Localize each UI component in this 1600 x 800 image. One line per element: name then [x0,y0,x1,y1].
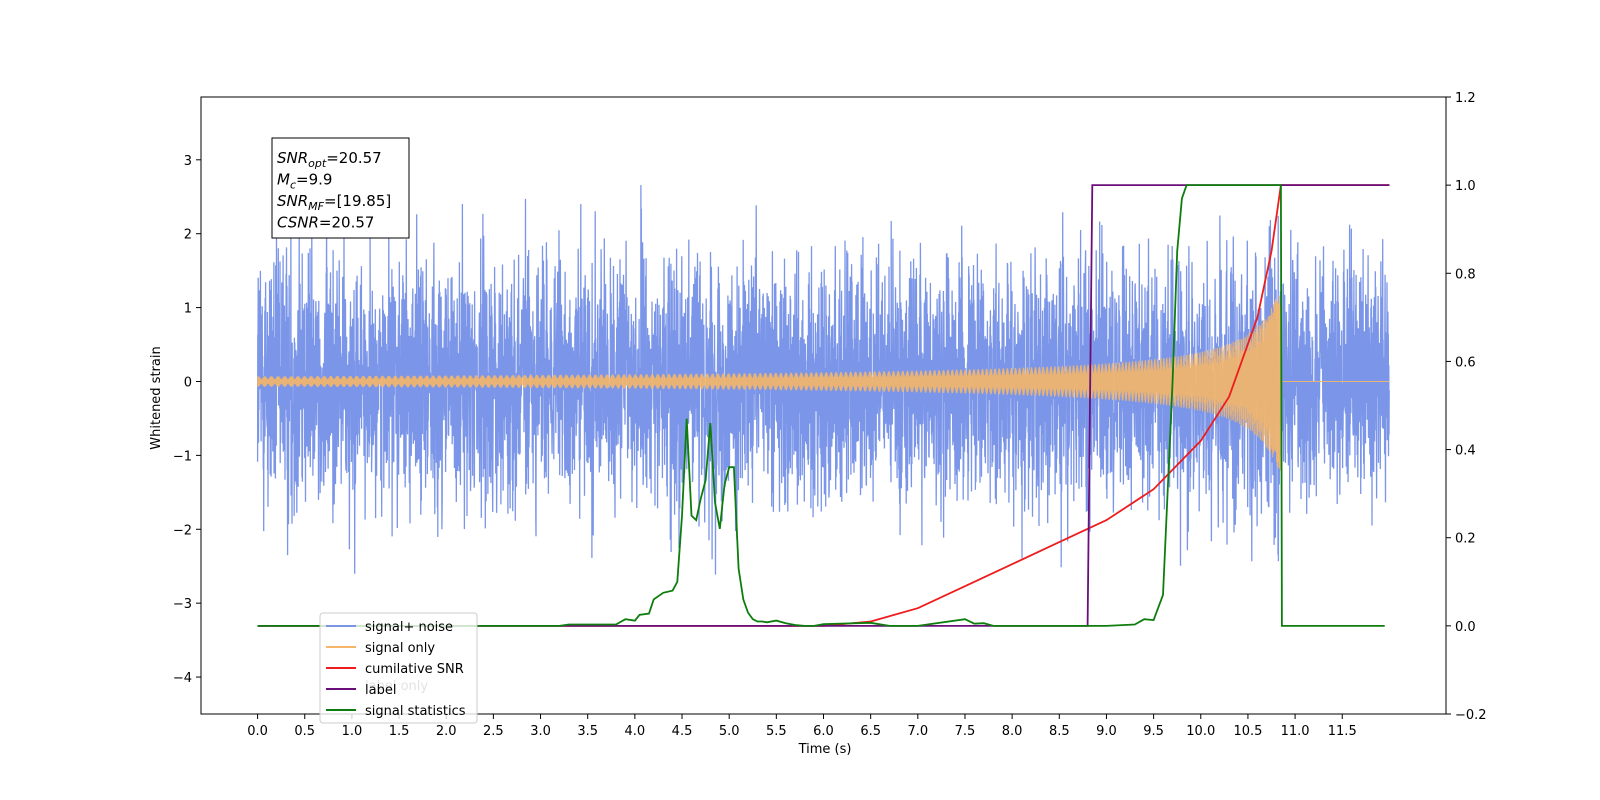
x-tick-label: 6.5 [860,724,881,739]
y2-tick-label: 0.8 [1455,267,1476,282]
plot-area [256,184,1391,627]
x-tick-label: 8.5 [1049,724,1070,739]
x-tick-label: 5.0 [719,724,740,739]
x-tick-label: 0.5 [294,724,315,739]
x-tick-label: 4.0 [625,724,646,739]
legend-entry: signal+ noise [365,620,453,635]
x-tick-label: 5.5 [766,724,787,739]
x-tick-label: 6.0 [813,724,834,739]
x-tick-label: 2.0 [436,724,457,739]
y2-tick-label: 1.0 [1455,179,1476,194]
x-axis: 0.0 0.5 1.0 1.5 2.0 2.5 3.0 3.5 4.0 4.5 5.0 5.5 6.0 6… [247,714,1357,739]
legend-frame [319,612,478,724]
series-signal-statistics [257,184,1385,627]
x-tick-label: 7.5 [955,724,976,739]
y-axis-left: −4 −3 −2 −1 0 1 2 3 [173,154,201,686]
x-tick-label: 11.5 [1328,724,1357,739]
y-tick-label: −2 [173,523,192,538]
y2-tick-label: 0.4 [1455,444,1476,459]
x-tick-label: 4.5 [672,724,693,739]
stats-box: SNRopt=20.57Mc=9.9SNRMF=[19.85]CSNR=20.5… [271,137,410,239]
stats-box-frame [271,137,410,239]
x-tick-label: 10.5 [1233,724,1262,739]
x-tick-label: 2.5 [483,724,504,739]
legend-entry: signal only [365,641,435,656]
x-tick-label: 1.5 [389,724,410,739]
y-axis-right: −0.2 0.0 0.2 0.4 0.6 0.8 1.0 1.2 [1446,91,1487,723]
y2-tick-label: 0.0 [1455,620,1476,635]
y-tick-label: 1 [184,302,192,317]
legend: label only signal+ noise signal only cumila… [319,612,478,724]
stats-line: SNRMF=[19.85] [277,192,391,213]
x-tick-label: 3.5 [577,724,598,739]
x-axis-label: Time (s) [798,742,852,757]
x-tick-label: 10.0 [1186,724,1215,739]
x-tick-label: 11.0 [1281,724,1310,739]
legend-entry: signal statistics [365,704,466,719]
legend-entry: cumilative SNR [365,662,464,677]
y-tick-label: −4 [173,671,192,686]
series-cumulative-snr [257,184,1390,627]
x-tick-label: 1.0 [342,724,363,739]
y-tick-label: 3 [184,154,192,169]
x-tick-label: 9.0 [1096,724,1117,739]
y2-tick-label: −0.2 [1455,708,1487,723]
y-tick-label: −1 [173,449,192,464]
y-tick-label: 0 [184,375,192,390]
y2-tick-label: 0.6 [1455,355,1476,370]
x-tick-label: 3.0 [530,724,551,739]
stats-line: SNRopt=20.57 [277,149,382,170]
series-signal-only [257,295,1390,471]
legend-entry: label [365,683,396,698]
stats-line: Mc=9.9 [277,171,332,192]
x-tick-label: 8.0 [1002,724,1023,739]
y2-tick-label: 1.2 [1455,91,1476,106]
y-tick-label: −3 [173,597,192,612]
y-axis-label: Whitened strain [149,346,164,449]
x-tick-label: 7.0 [907,724,928,739]
y-tick-label: 2 [184,228,192,243]
stats-line: CSNR=20.57 [277,214,374,232]
y2-tick-label: 0.2 [1455,532,1476,547]
x-tick-label: 0.0 [247,724,268,739]
x-tick-label: 9.5 [1143,724,1164,739]
legend-ghost-text: label only [365,679,428,694]
